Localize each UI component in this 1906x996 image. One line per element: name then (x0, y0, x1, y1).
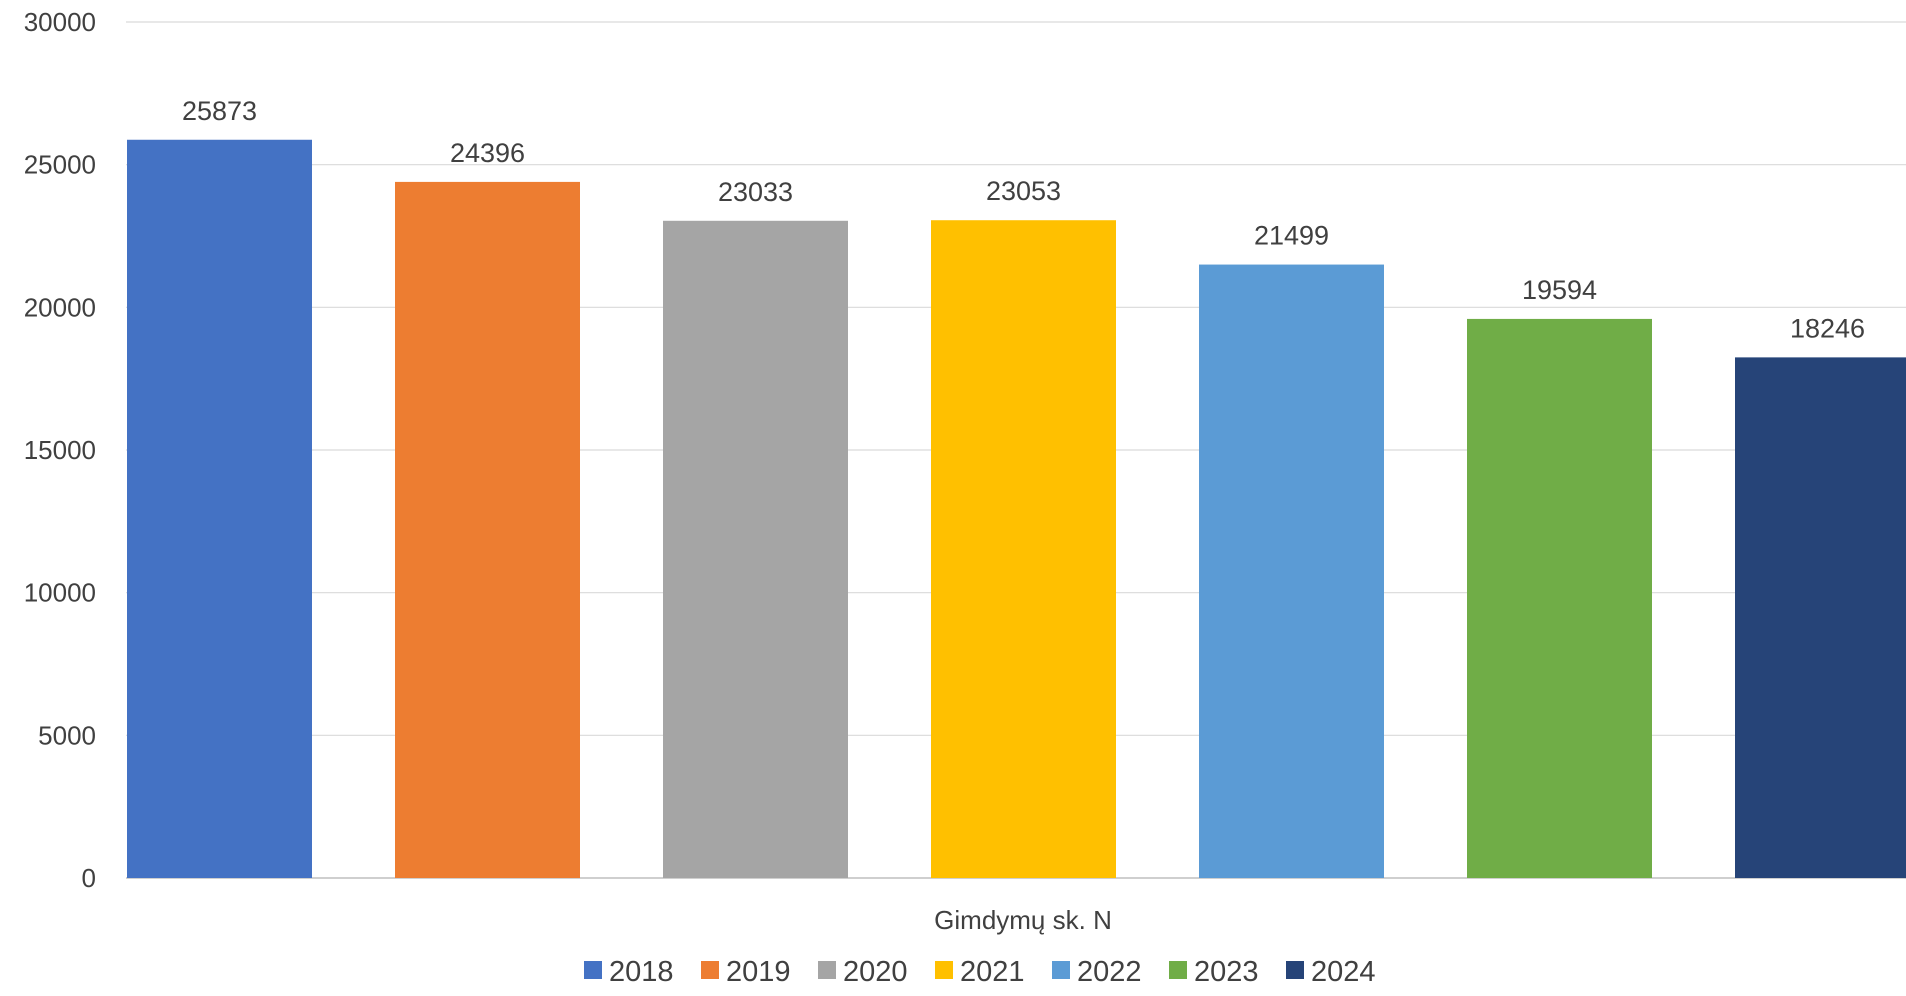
y-tick-label: 0 (82, 863, 96, 893)
legend-swatch (1286, 961, 1304, 979)
data-label-2021: 23053 (986, 176, 1061, 206)
y-tick-label: 10000 (24, 578, 96, 608)
bar-2022 (1199, 264, 1384, 878)
legend-swatch (1169, 961, 1187, 979)
legend-swatch (701, 961, 719, 979)
bar-2019 (395, 181, 580, 878)
legend-item-2021: 2021 (935, 956, 1025, 988)
legend-swatch (584, 961, 602, 979)
legend-item-2019: 2019 (701, 956, 791, 988)
bars (127, 139, 1906, 879)
legend-item-2018: 2018 (584, 956, 674, 988)
data-label-2022: 21499 (1254, 221, 1329, 251)
y-tick-label: 20000 (24, 292, 96, 322)
bar-2018 (127, 139, 312, 878)
legend-item-2022: 2022 (1052, 956, 1142, 988)
bar-2021 (931, 220, 1116, 878)
legend-swatch (818, 961, 836, 979)
y-tick-label: 15000 (24, 435, 96, 465)
data-labels: 25873 24396 23033 23053 21499 19594 18246 (182, 96, 1865, 344)
bar-2023 (1467, 318, 1652, 879)
legend-label: 2021 (960, 956, 1025, 988)
legend-label: 2018 (609, 956, 674, 988)
data-label-2020: 23033 (718, 177, 793, 207)
legend: 2018 2019 2020 2021 2022 2023 2024 (584, 956, 1376, 988)
y-tick-label: 25000 (24, 150, 96, 180)
bar-2024 (1735, 357, 1906, 878)
legend-label: 2023 (1194, 956, 1259, 988)
data-label-2024: 18246 (1790, 313, 1865, 343)
legend-label: 2020 (843, 956, 908, 988)
legend-swatch (1052, 961, 1070, 979)
data-label-2023: 19594 (1522, 275, 1597, 305)
y-tick-label: 30000 (24, 7, 96, 37)
data-label-2019: 24396 (450, 138, 525, 168)
legend-item-2024: 2024 (1286, 956, 1376, 988)
legend-label: 2024 (1311, 956, 1376, 988)
legend-label: 2019 (726, 956, 791, 988)
legend-swatch (935, 961, 953, 979)
y-axis: 0 5000 10000 15000 20000 25000 30000 (24, 7, 96, 893)
data-label-2018: 25873 (182, 96, 257, 126)
legend-label: 2022 (1077, 956, 1142, 988)
legend-item-2020: 2020 (818, 956, 908, 988)
bar-2020 (663, 220, 848, 878)
legend-item-2023: 2023 (1169, 956, 1259, 988)
x-axis-category-label: Gimdymų sk. N (934, 905, 1112, 935)
y-tick-label: 5000 (38, 720, 96, 750)
